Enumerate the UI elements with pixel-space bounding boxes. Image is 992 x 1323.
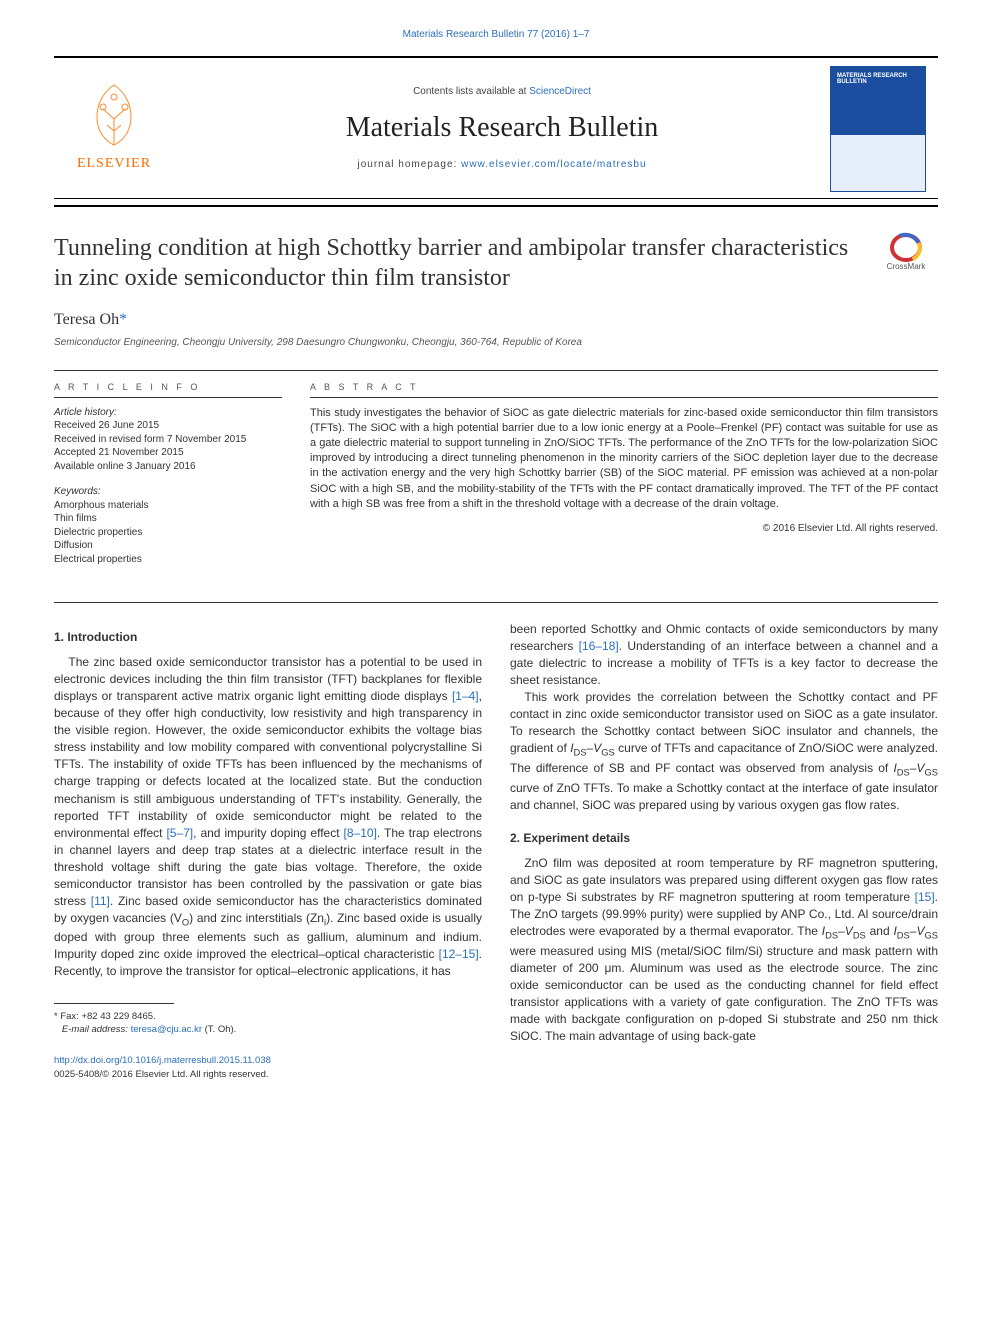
publisher-block: ELSEVIER <box>54 83 174 174</box>
fax-label: * Fax: <box>54 1011 81 1022</box>
citation-link[interactable]: [8–10] <box>344 826 377 840</box>
t: , because of they offer high conductivit… <box>54 689 482 839</box>
doi-link[interactable]: http://dx.doi.org/10.1016/j.materresbull… <box>54 1055 271 1066</box>
homepage-link[interactable]: www.elsevier.com/locate/matresbu <box>461 159 646 170</box>
t: DS <box>897 768 910 778</box>
footnote-rule <box>54 1003 174 1004</box>
abstract-copyright: © 2016 Elsevier Ltd. All rights reserved… <box>310 522 938 536</box>
journal-name: Materials Research Bulletin <box>184 109 820 147</box>
citation-link[interactable]: [15] <box>915 890 935 904</box>
body-columns: 1. Introduction The zinc based oxide sem… <box>54 621 938 1081</box>
section-head-intro: 1. Introduction <box>54 629 482 646</box>
section-head-experiment: 2. Experiment details <box>510 830 938 847</box>
keyword: Electrical properties <box>54 554 142 565</box>
citation-link[interactable]: [5–7] <box>166 826 193 840</box>
contents-line: Contents lists available at ScienceDirec… <box>184 85 820 99</box>
keyword: Amorphous materials <box>54 500 148 511</box>
email-label: E-mail address: <box>62 1024 131 1035</box>
citation-link[interactable]: [11] <box>91 894 110 908</box>
body-paragraph: been reported Schottky and Ohmic contact… <box>510 621 938 689</box>
t: ) and zinc interstitials (Zn <box>189 911 324 925</box>
body-paragraph: This work provides the correlation betwe… <box>510 689 938 814</box>
masthead: ELSEVIER Contents lists available at Sci… <box>54 56 938 207</box>
t: , and impurity doping effect <box>193 826 343 840</box>
t: ZnO film was deposited at room temperatu… <box>510 856 938 904</box>
author-name: Teresa Oh <box>54 311 119 328</box>
affiliation: Semiconductor Engineering, Cheongju Univ… <box>54 336 938 350</box>
crossmark-label: CrossMark <box>887 262 926 273</box>
crossmark-badge[interactable]: CrossMark <box>874 233 938 273</box>
article-info-column: A R T I C L E I N F O Article history: R… <box>54 381 282 579</box>
corresponding-footnote: * Fax: +82 43 229 8465. E-mail address: … <box>54 1010 482 1037</box>
t: and <box>866 924 894 938</box>
email-tail: (T. Oh). <box>202 1024 236 1035</box>
history-item: Received in revised form 7 November 2015 <box>54 434 246 445</box>
abstract-column: A B S T R A C T This study investigates … <box>310 381 938 579</box>
history-item: Accepted 21 November 2015 <box>54 447 184 458</box>
citation-link[interactable]: [16–18] <box>579 639 619 653</box>
citation-link[interactable]: [12–15] <box>439 947 479 961</box>
citation-link[interactable]: [1–4] <box>452 689 479 703</box>
journal-cover-thumb: MATERIALS RESEARCH BULLETIN <box>830 66 926 192</box>
contents-label: Contents lists available at <box>413 86 529 97</box>
t: DS <box>574 748 587 758</box>
keyword: Diffusion <box>54 540 93 551</box>
homepage-label: journal homepage: <box>357 159 461 170</box>
doi-block: http://dx.doi.org/10.1016/j.materresbull… <box>54 1054 482 1081</box>
t: V <box>845 924 853 938</box>
sciencedirect-link[interactable]: ScienceDirect <box>529 86 591 97</box>
author-email-link[interactable]: teresa@cju.ac.kr <box>131 1024 202 1035</box>
t: The zinc based oxide semiconductor trans… <box>54 655 482 703</box>
column-left: 1. Introduction The zinc based oxide sem… <box>54 621 482 1081</box>
keywords-label: Keywords: <box>54 486 101 497</box>
issn-copyright: 0025-5408/© 2016 Elsevier Ltd. All right… <box>54 1069 269 1080</box>
fax-value: +82 43 229 8465. <box>81 1011 155 1022</box>
t: curve of TFTs and capacitance of ZnO/SiO… <box>510 741 938 775</box>
article-info-head: A R T I C L E I N F O <box>54 381 282 398</box>
journal-homepage-line: journal homepage: www.elsevier.com/locat… <box>184 158 820 172</box>
article-title: Tunneling condition at high Schottky bar… <box>54 233 860 293</box>
t: DS <box>825 930 838 940</box>
t: GS <box>924 768 938 778</box>
history-label: Article history: <box>54 407 117 418</box>
body-paragraph: ZnO film was deposited at room temperatu… <box>510 855 938 1045</box>
history-item: Received 26 June 2015 <box>54 420 159 431</box>
abstract-head: A B S T R A C T <box>310 381 938 398</box>
crossmark-icon <box>890 233 922 262</box>
article-history: Article history: Received 26 June 2015 R… <box>54 406 282 474</box>
corresponding-author-mark[interactable]: * <box>119 311 127 328</box>
column-right: been reported Schottky and Ohmic contact… <box>510 621 938 1081</box>
t: GS <box>924 930 938 940</box>
keyword: Thin films <box>54 513 97 524</box>
t: GS <box>601 748 615 758</box>
t: DS <box>897 930 910 940</box>
publisher-name: ELSEVIER <box>54 155 174 174</box>
keyword: Dielectric properties <box>54 527 142 538</box>
t: DS <box>853 930 866 940</box>
t: curve of ZnO TFTs. To make a Schottky co… <box>510 781 938 812</box>
journal-reference: Materials Research Bulletin 77 (2016) 1–… <box>54 28 938 42</box>
elsevier-tree-icon <box>87 83 141 147</box>
cover-thumb-wrap: MATERIALS RESEARCH BULLETIN <box>830 66 938 192</box>
t: – <box>838 924 845 938</box>
authors: Teresa Oh* <box>54 309 938 331</box>
keywords-block: Keywords: Amorphous materials Thin films… <box>54 485 282 566</box>
body-paragraph: The zinc based oxide semiconductor trans… <box>54 654 482 980</box>
rule <box>54 602 938 603</box>
cover-title: MATERIALS RESEARCH BULLETIN <box>837 73 919 86</box>
history-item: Available online 3 January 2016 <box>54 461 196 472</box>
t: were measured using MIS (metal/SiOC film… <box>510 944 938 1043</box>
abstract-text: This study investigates the behavior of … <box>310 406 938 512</box>
